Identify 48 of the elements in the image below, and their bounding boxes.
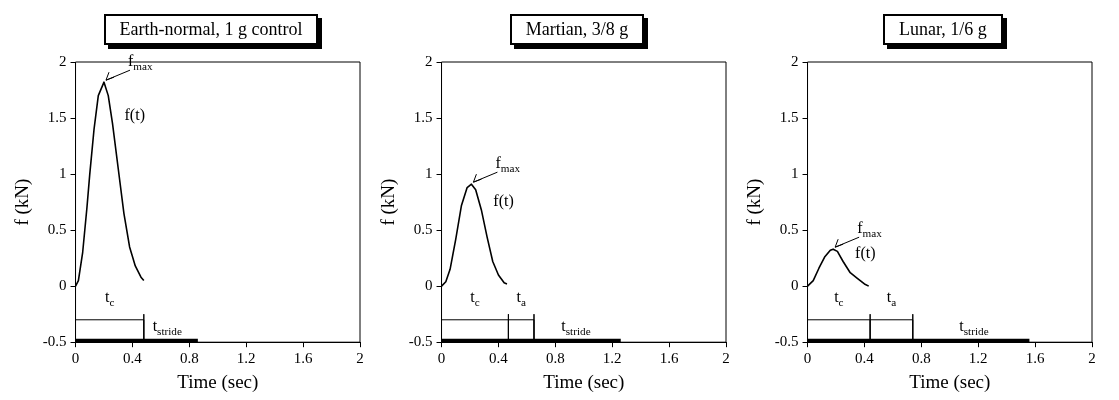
y-tick-label: 1 xyxy=(791,165,799,182)
x-tick-label: 1.2 xyxy=(968,350,988,367)
y-tick-label: 2 xyxy=(425,52,433,69)
y-axis-title: f (kN) xyxy=(11,178,34,226)
legend-label: f(t) xyxy=(855,243,876,262)
y-tick-label: 0 xyxy=(791,277,799,294)
x-tick-label: 0.4 xyxy=(855,350,875,367)
y-tick-label: -0.5 xyxy=(408,333,433,350)
x-tick-label: 1.6 xyxy=(1025,350,1045,367)
x-tick-label: 1.6 xyxy=(659,350,679,367)
y-axis-title: f (kN) xyxy=(377,178,400,226)
x-tick-label: 0.8 xyxy=(545,350,565,367)
y-tick-label: 1 xyxy=(425,165,433,182)
y-tick-label: -0.5 xyxy=(42,333,67,350)
y-tick-label: 2 xyxy=(59,52,67,69)
y-tick-label: 1.5 xyxy=(47,108,67,125)
y-tick-label: 0.5 xyxy=(779,221,799,238)
x-tick-label: 0.4 xyxy=(123,350,143,367)
y-tick-label: 0.5 xyxy=(413,221,433,238)
x-tick-label: 2 xyxy=(356,350,364,367)
x-tick-label: 0 xyxy=(437,350,446,367)
x-axis-title: Time (sec) xyxy=(177,370,259,393)
x-tick-label: 2 xyxy=(1088,350,1096,367)
y-tick-label: 1.5 xyxy=(779,108,799,125)
y-tick-label: 1.5 xyxy=(413,108,433,125)
x-tick-label: 1.6 xyxy=(293,350,313,367)
chart-title: Earth-normal, 1 g control xyxy=(103,14,319,45)
x-tick-label: 1.2 xyxy=(602,350,622,367)
series-label: f(t) xyxy=(124,105,145,124)
x-tick-label: 0.4 xyxy=(489,350,509,367)
x-tick-label: 0.8 xyxy=(911,350,931,367)
chart-title: Martian, 3/8 g xyxy=(509,14,645,45)
x-tick-label: 0 xyxy=(803,350,812,367)
x-axis-title: Time (sec) xyxy=(909,370,991,393)
x-tick-label: 1.2 xyxy=(236,350,256,367)
legend-label: f(t) xyxy=(493,192,514,211)
y-tick-label: 0.5 xyxy=(47,221,67,238)
y-axis-title: f (kN) xyxy=(743,178,766,226)
y-tick-label: -0.5 xyxy=(774,333,799,350)
x-tick-label: 2 xyxy=(722,350,730,367)
y-tick-label: 2 xyxy=(791,52,799,69)
chart-title: Lunar, 1/6 g xyxy=(883,14,1003,45)
y-tick-label: 0 xyxy=(425,277,433,294)
y-tick-label: 1 xyxy=(59,165,67,182)
x-tick-label: 0 xyxy=(71,350,80,367)
x-axis-title: Time (sec) xyxy=(543,370,625,393)
y-tick-label: 0 xyxy=(59,277,67,294)
x-tick-label: 0.8 xyxy=(179,350,199,367)
